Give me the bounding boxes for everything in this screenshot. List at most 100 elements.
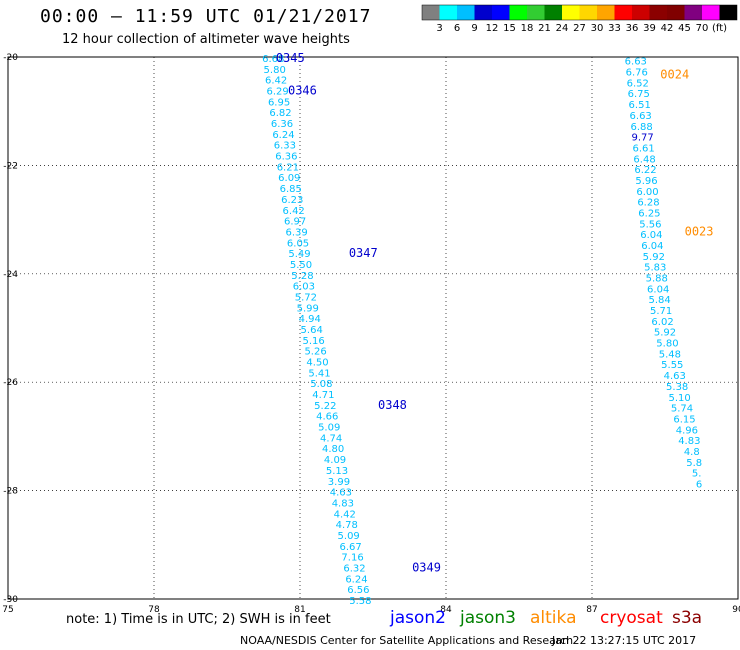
wave-height-label: 9.77: [631, 133, 653, 144]
wave-height-label: 5.99: [297, 303, 319, 314]
wave-height-label: 6.82: [269, 108, 291, 119]
wave-height-label: 5.80: [656, 339, 678, 350]
wave-height-label: 5.64: [301, 325, 323, 336]
chart-title: 00:00 – 11:59 UTC 01/21/2017: [40, 6, 372, 27]
wave-height-label: 5.58: [349, 596, 371, 607]
wave-height-label: 5.80: [264, 65, 286, 76]
wave-height-label: 6.02: [651, 317, 673, 328]
legend-swatch: [562, 5, 580, 20]
legend-swatch: [632, 5, 650, 20]
legend-label: 6: [454, 23, 460, 34]
x-tick-label: 90: [732, 605, 740, 615]
legend-swatch: [457, 5, 475, 20]
wave-height-label: 5.8: [686, 458, 702, 469]
wave-height-label: 5.50: [290, 260, 312, 271]
wave-height-label: 5.55: [661, 360, 683, 371]
wave-height-label: 5.48: [659, 349, 681, 360]
legend-swatch: [684, 5, 702, 20]
wave-height-label: 6.09: [278, 173, 300, 184]
wave-height-label: 6.21: [277, 162, 299, 173]
wave-height-label: 5.09: [318, 423, 340, 434]
chart-subtitle: 12 hour collection of altimeter wave hei…: [62, 32, 350, 47]
wave-height-label: 5.74: [671, 404, 693, 415]
wave-height-label: 4.78: [336, 520, 358, 531]
legend-swatch: [474, 5, 492, 20]
legend-label: 12: [486, 23, 499, 34]
wave-height-label: 6.51: [629, 100, 651, 111]
wave-height-label: 6.61: [632, 143, 654, 154]
wave-height-label: 5.08: [310, 379, 332, 390]
time-label: 0349: [412, 560, 441, 574]
time-label: 0348: [378, 398, 407, 412]
x-tick-label: 87: [586, 605, 597, 615]
legend-label: 18: [521, 23, 534, 34]
legend-frame: [421, 4, 738, 21]
wave-height-label: 5.96: [635, 176, 657, 187]
wave-height-label: 6.22: [634, 165, 656, 176]
wave-height-label: 6.04: [640, 230, 662, 241]
x-tick-label: 75: [2, 605, 13, 615]
wave-height-label: 4.94: [299, 314, 321, 325]
legend-swatch: [492, 5, 510, 20]
legend-label: 27: [573, 23, 586, 34]
wave-height-label: 6.48: [633, 154, 655, 165]
legend-swatch: [544, 5, 562, 20]
wave-height-label: 6.68: [262, 54, 284, 65]
wave-height-label: 6.28: [637, 198, 659, 209]
wave-height-label: 6.56: [347, 585, 369, 596]
satellite-jason2: jason2: [390, 608, 446, 628]
y-tick-label: -26: [3, 378, 18, 388]
wave-height-label: 4.71: [312, 390, 334, 401]
wave-height-label: 5.10: [668, 393, 690, 404]
wave-height-label: 7.16: [341, 553, 363, 564]
footer-note: note: 1) Time is in UTC; 2) SWH is in fe…: [66, 612, 331, 627]
legend-swatch: [719, 5, 737, 20]
satellite-s3a: s3a: [672, 608, 703, 628]
wave-height-label: 4.96: [676, 425, 698, 436]
wave-height-label: 4.63: [330, 488, 352, 499]
wave-height-label: 6.42: [283, 206, 305, 217]
wave-height-label: 6.03: [293, 282, 315, 293]
legend-label: 45: [678, 23, 691, 34]
wave-height-label: 6.15: [673, 414, 695, 425]
legend-label: 9: [471, 23, 477, 34]
legend-label: 30: [591, 23, 604, 34]
wave-height-label: 5.84: [649, 295, 671, 306]
x-tick-label: 78: [148, 605, 160, 615]
wave-height-label: 4.66: [316, 412, 338, 423]
y-tick-label: -30: [3, 595, 18, 605]
wave-height-label: 4.74: [320, 433, 342, 444]
time-label: 0024: [660, 67, 689, 81]
wave-height-label: 5.38: [666, 382, 688, 393]
y-tick-label: -24: [3, 270, 18, 280]
wave-height-label: 5.88: [646, 274, 668, 285]
wave-height-label: 5.41: [308, 368, 330, 379]
wave-height-label: 6.04: [641, 241, 663, 252]
satellite-jason3: jason3: [460, 608, 516, 628]
wave-height-label: 5.22: [314, 401, 336, 412]
wave-height-label: 4.09: [324, 455, 346, 466]
legend-swatch: [649, 5, 667, 20]
legend-swatch: [614, 5, 632, 20]
wave-height-label: 5.72: [295, 292, 317, 303]
wave-height-label: 6.36: [271, 119, 293, 130]
wave-height-label: 5.28: [291, 271, 313, 282]
wave-height-label: 5.26: [304, 347, 326, 358]
legend-label: 24: [556, 23, 569, 34]
wave-height-label: 5.: [692, 469, 702, 480]
time-label: 0346: [288, 84, 317, 98]
wave-height-label: 6.52: [627, 78, 649, 89]
wave-height-label: 5.92: [654, 328, 676, 339]
legend-label: 70: [696, 23, 709, 34]
wave-height-label: 5.16: [302, 336, 324, 347]
satellite-cryosat: cryosat: [600, 608, 663, 628]
wave-height-label: 4.83: [678, 436, 700, 447]
wave-height-label: 5.09: [338, 531, 360, 542]
wave-height-label: 5.71: [650, 306, 672, 317]
wave-height-label: 6.85: [280, 184, 302, 195]
wave-height-label: 6.88: [631, 122, 653, 133]
y-tick-label: -22: [3, 161, 18, 171]
footer-credit: NOAA/NESDIS Center for Satellite Applica…: [240, 634, 574, 647]
legend-swatch: [597, 5, 615, 20]
